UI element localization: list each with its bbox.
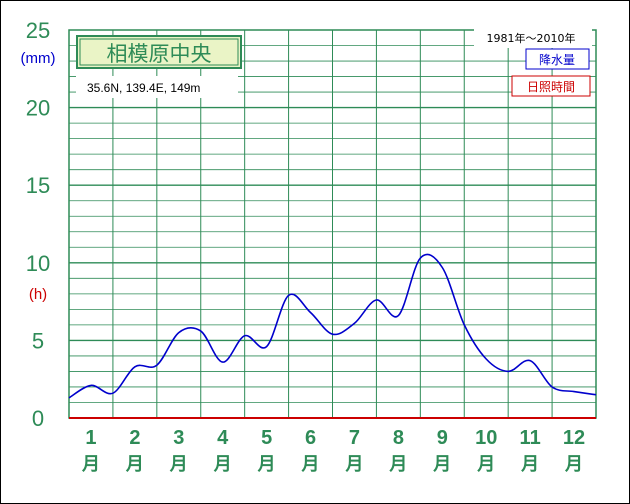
y-tick-label: 20: [26, 96, 50, 121]
month-number-label: 10: [475, 427, 497, 449]
station-title-inner-border: [79, 38, 239, 66]
month-suffix-label: 月: [301, 454, 320, 475]
y-tick-label: 10: [26, 251, 50, 276]
month-suffix-label: 月: [476, 454, 495, 475]
legend-precip-box: [525, 48, 590, 70]
month-suffix-label: 月: [81, 454, 100, 475]
legend-sunshine-label: 日照時間: [527, 80, 575, 94]
period-label: 1981年〜2010年: [487, 31, 576, 45]
month-number-label: 11: [520, 427, 541, 449]
legend-sunshine-box: [511, 75, 591, 97]
month-number-label: 4: [217, 427, 229, 449]
period-background: [474, 28, 592, 48]
chart-series: [68, 253, 597, 420]
month-number-label: 9: [437, 427, 448, 449]
month-number-label: 2: [129, 427, 140, 449]
station-location: 35.6N, 139.4E, 149m: [87, 81, 200, 95]
y-tick-labels: 25 20 15 10 5 0: [26, 18, 50, 431]
legend-precip-label: 降水量: [539, 53, 575, 67]
station-name: 相模原中央: [107, 42, 212, 66]
month-suffix-label: 月: [388, 454, 407, 475]
month-suffix-label: 月: [125, 454, 144, 475]
month-number-label: 12: [563, 427, 585, 449]
y-tick-label: 0: [32, 406, 44, 431]
month-number-label: 5: [261, 427, 272, 449]
month-number-label: 1: [85, 427, 96, 449]
location-background: [76, 76, 238, 98]
station-title-background: [76, 35, 242, 69]
y-unit-hour-label: (h): [29, 286, 47, 303]
y-unit-mm-label: (mm): [21, 50, 56, 67]
station-title-box: 相模原中央: [76, 35, 242, 69]
legend-precipitation: 降水量: [525, 48, 590, 70]
y-tick-label: 15: [26, 173, 50, 198]
month-suffix-label: 月: [432, 454, 451, 475]
precipitation-line: [68, 253, 597, 399]
month-suffix-label: 月: [344, 454, 363, 475]
month-suffix-label: 月: [213, 454, 232, 475]
month-labels: 1 月 2 月 3 月 4 月 5 月 6 月 7 月 8 月 9 月 10 月 11 月 12 月: [81, 427, 585, 475]
y-tick-label: 25: [26, 18, 50, 43]
month-suffix-label: 月: [564, 454, 583, 475]
month-number-label: 6: [305, 427, 316, 449]
month-number-label: 8: [393, 427, 404, 449]
month-number-label: 3: [173, 427, 184, 449]
month-suffix-label: 月: [257, 454, 276, 475]
month-number-label: 7: [349, 427, 360, 449]
month-suffix-label: 月: [169, 454, 188, 475]
legend-sunshine: 日照時間: [511, 75, 591, 97]
y-tick-label: 5: [32, 328, 44, 353]
month-suffix-label: 月: [520, 454, 539, 475]
